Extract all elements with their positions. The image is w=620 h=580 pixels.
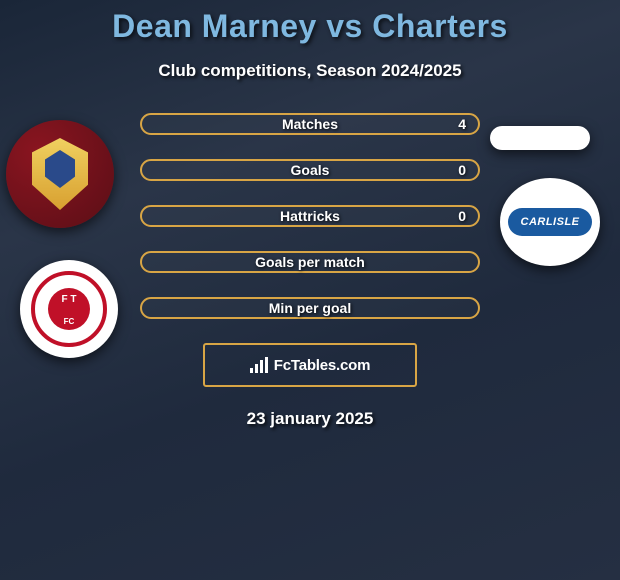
stat-pill: Min per goal: [140, 297, 480, 319]
brand-box[interactable]: FcTables.com: [203, 343, 417, 387]
page-title: Dean Marney vs Charters: [0, 8, 620, 45]
date-text: 23 january 2025: [0, 409, 620, 429]
carlisle-badge-label: CARLISLE: [508, 208, 592, 236]
stat-pill: Goals 0: [140, 159, 480, 181]
team-badge-right-bottom: CARLISLE: [500, 178, 600, 266]
stat-pill: Hattricks 0: [140, 205, 480, 227]
stat-value: 0: [458, 162, 466, 178]
stat-label: Matches: [282, 116, 338, 132]
team-badge-left-bottom: [20, 260, 118, 358]
team-badge-left-top: [6, 120, 114, 228]
stat-value: 4: [458, 116, 466, 132]
stat-value: 0: [458, 208, 466, 224]
crest-icon: [32, 138, 88, 210]
stat-label: Goals per match: [255, 254, 365, 270]
stat-label: Min per goal: [269, 300, 351, 316]
stat-pill: Matches 4: [140, 113, 480, 135]
crest-icon: [31, 271, 107, 347]
crest-inner-icon: [48, 288, 90, 330]
subtitle: Club competitions, Season 2024/2025: [0, 61, 620, 81]
chart-icon: [250, 357, 268, 373]
team-badge-right-top: [490, 126, 590, 150]
stat-label: Hattricks: [280, 208, 340, 224]
stat-label: Goals: [291, 162, 330, 178]
brand-text: FcTables.com: [274, 357, 371, 374]
stat-pill: Goals per match: [140, 251, 480, 273]
